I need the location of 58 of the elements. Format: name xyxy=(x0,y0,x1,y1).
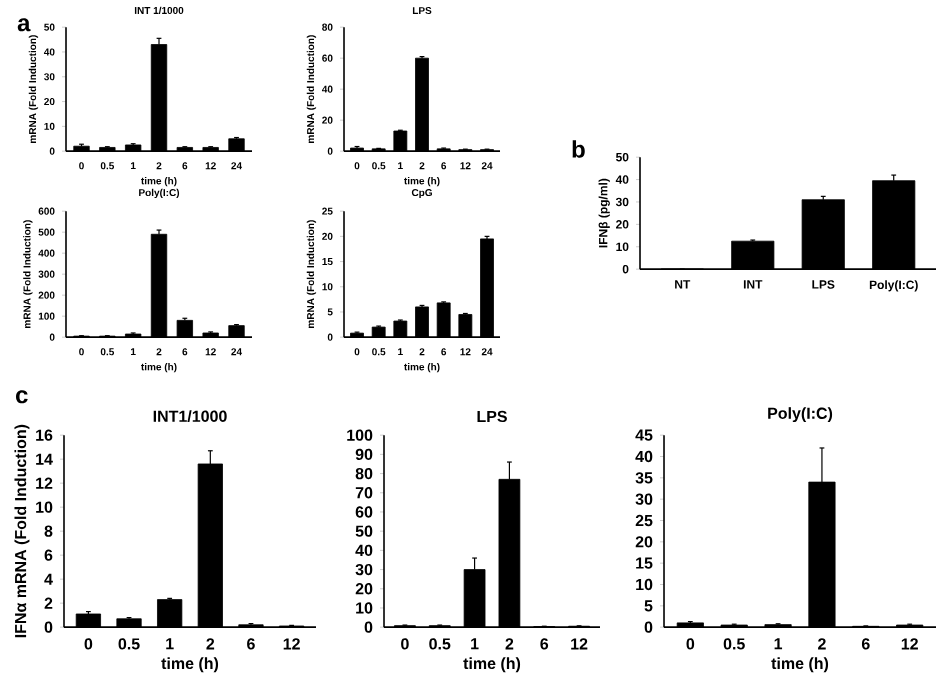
chart-title: INT1/1000 xyxy=(153,409,227,422)
x-tick-label: 2 xyxy=(206,637,215,649)
y-tick-label: 35 xyxy=(635,471,653,484)
y-tick-label: 90 xyxy=(355,448,373,460)
y-axis-title: IFNα mRNA (Fold Induction) xyxy=(14,424,30,637)
x-tick-label: 1 xyxy=(471,637,479,649)
y-tick-label: 40 xyxy=(635,450,653,462)
y-tick-label: 30 xyxy=(355,563,373,575)
y-tick-label: 80 xyxy=(355,467,373,479)
y-tick-label: 0 xyxy=(644,621,653,633)
x-axis-title: time (h) xyxy=(463,656,521,672)
y-tick-label: 14 xyxy=(36,453,53,465)
y-tick-label: 40 xyxy=(355,544,373,556)
y-tick-label: 10 xyxy=(356,601,373,614)
x-tick-label: 0 xyxy=(686,637,695,650)
y-tick-label: 4 xyxy=(44,573,53,585)
x-tick-label: 1 xyxy=(774,637,783,649)
y-tick-label: 12 xyxy=(36,477,53,489)
x-axis-title: time (h) xyxy=(161,656,219,672)
y-tick-label: 5 xyxy=(644,599,653,611)
y-tick-label: 60 xyxy=(355,505,373,518)
text: b xyxy=(572,139,585,158)
text: c xyxy=(16,389,28,403)
chart-title: Poly(I:C) xyxy=(768,406,833,422)
y-tick-label: 16 xyxy=(36,429,53,441)
y-tick-label: 10 xyxy=(636,578,653,590)
y-tick-label: 45 xyxy=(635,429,653,441)
x-tick-label: 12 xyxy=(901,637,918,649)
x-axis-title: time (h) xyxy=(771,656,829,672)
x-tick-label: 0.5 xyxy=(723,637,745,650)
chart-title: LPS xyxy=(477,410,507,422)
text: a xyxy=(17,17,31,31)
y-tick-label: 50 xyxy=(355,525,373,537)
x-tick-label: 0 xyxy=(84,637,93,650)
x-tick-label: 6 xyxy=(247,637,255,650)
y-tick-label: 0 xyxy=(364,621,373,633)
x-tick-label: 6 xyxy=(540,637,549,650)
x-tick-label: 12 xyxy=(283,637,300,649)
x-tick-label: 0 xyxy=(401,637,409,650)
y-tick-label: 15 xyxy=(636,557,653,569)
x-tick-label: 2 xyxy=(505,637,514,649)
x-tick-label: 2 xyxy=(818,637,826,649)
y-tick-label: 0 xyxy=(44,621,53,633)
y-tick-label: 20 xyxy=(355,582,373,594)
x-tick-label: 12 xyxy=(571,637,588,649)
x-tick-label: 6 xyxy=(861,637,870,650)
y-tick-label: 30 xyxy=(635,493,653,505)
y-tick-label: 2 xyxy=(44,597,53,609)
y-tick-label: 20 xyxy=(635,535,653,548)
y-tick-label: 10 xyxy=(36,501,53,513)
y-tick-label: 25 xyxy=(635,514,653,526)
x-tick-label: 1 xyxy=(166,637,174,649)
x-tick-label: 0.5 xyxy=(429,637,451,650)
y-tick-label: 70 xyxy=(355,486,373,498)
y-tick-label: 6 xyxy=(44,549,53,561)
y-tick-label: 8 xyxy=(44,525,53,537)
x-tick-label: 0.5 xyxy=(118,637,140,650)
y-tick-label: 100 xyxy=(347,429,373,441)
